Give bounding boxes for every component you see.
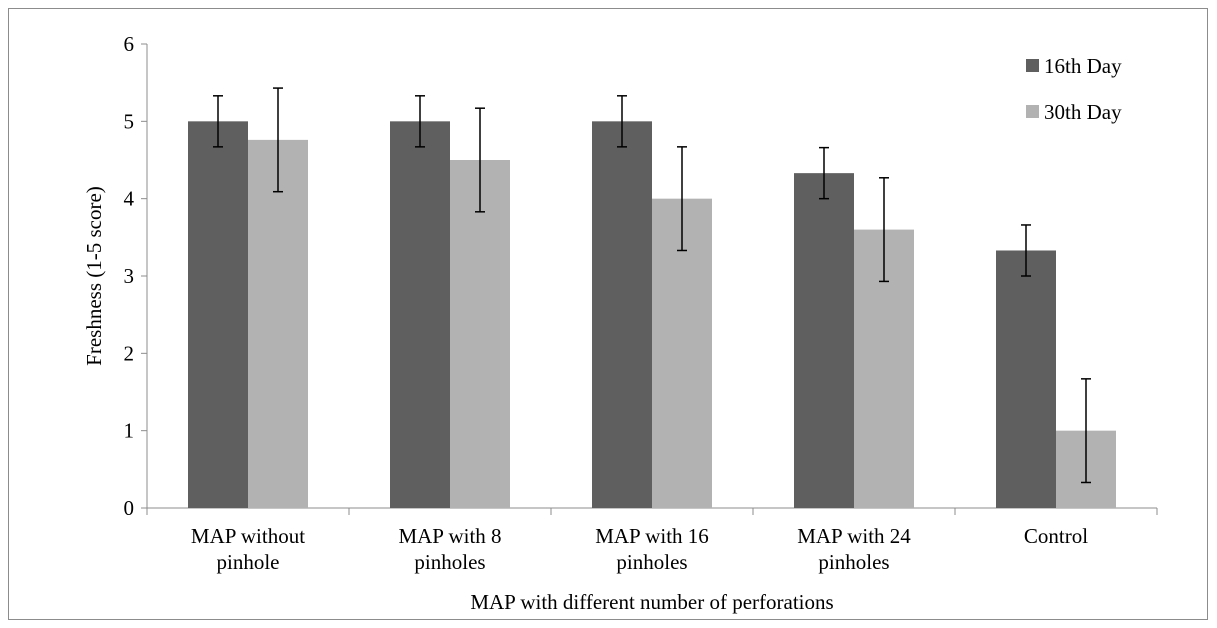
y-tick-label: 2 — [124, 341, 135, 365]
x-category-label: pinholes — [616, 550, 687, 574]
y-tick-label: 6 — [124, 32, 135, 56]
legend: 16th Day 30th Day — [1026, 54, 1122, 124]
y-tick-label: 1 — [124, 419, 135, 443]
legend-swatch — [1026, 59, 1039, 72]
y-axis-title: Freshness (1-5 score) — [82, 186, 106, 366]
bar — [390, 121, 450, 508]
x-category-label: MAP with 24 — [797, 524, 911, 548]
bar — [794, 173, 854, 508]
legend-label: 16th Day — [1044, 54, 1122, 78]
legend-swatch — [1026, 105, 1039, 118]
x-category-label: pinholes — [818, 550, 889, 574]
x-category-label: pinholes — [414, 550, 485, 574]
y-tick-label: 0 — [124, 496, 135, 520]
bar — [592, 121, 652, 508]
x-category-label: pinhole — [217, 550, 280, 574]
bar — [248, 140, 308, 508]
legend-label: 30th Day — [1044, 100, 1122, 124]
bars — [188, 121, 1116, 508]
x-category-label: MAP with 16 — [595, 524, 709, 548]
x-axis-title: MAP with different number of perforation… — [470, 590, 833, 614]
y-tick-label: 5 — [124, 109, 135, 133]
x-category-label: Control — [1024, 524, 1088, 548]
y-axis: 0 1 2 3 4 5 6 — [124, 32, 148, 520]
x-category-label: MAP with 8 — [398, 524, 501, 548]
bar — [996, 250, 1056, 508]
y-tick-label: 4 — [124, 187, 135, 211]
y-tick-label: 3 — [124, 264, 135, 288]
x-category-label: MAP without — [191, 524, 305, 548]
bar — [188, 121, 248, 508]
